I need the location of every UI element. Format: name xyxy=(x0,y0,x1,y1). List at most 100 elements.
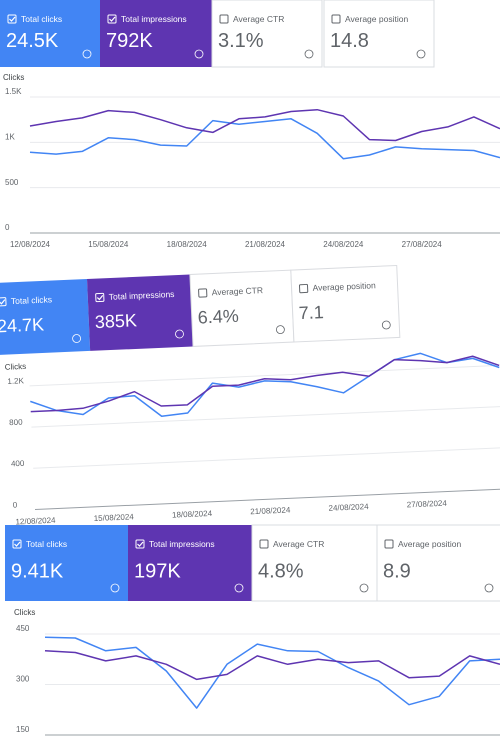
grid-line xyxy=(31,406,500,428)
x-tick-label: 24/08/2024 xyxy=(328,502,369,513)
checkbox xyxy=(0,297,7,307)
metric-card[interactable]: Average CTR 6.4% xyxy=(189,269,295,347)
metric-card[interactable]: Average CTR 4.8% xyxy=(251,524,378,602)
y-tick-label: 450 xyxy=(16,624,30,633)
help-icon xyxy=(82,49,92,59)
card-value: 9.41K xyxy=(11,560,64,582)
checkmark xyxy=(0,299,6,305)
help-icon xyxy=(194,49,204,59)
panel: Total clicks 9.41K Total impressions 197K Av… xyxy=(5,524,500,736)
checkmark xyxy=(96,294,104,301)
card-label: Total clicks xyxy=(21,14,62,24)
metric-card[interactable]: Average position 8.9 xyxy=(376,524,500,602)
checkbox xyxy=(95,292,105,303)
card-value: 792K xyxy=(106,30,153,52)
help-icon xyxy=(72,334,81,343)
card-value: 3.1% xyxy=(218,30,264,52)
help-icon xyxy=(304,49,314,59)
card-value: 6.4% xyxy=(197,306,239,328)
card-label: Average CTR xyxy=(211,285,263,297)
series-line xyxy=(44,636,500,709)
series-line xyxy=(29,108,500,142)
y-tick-label: 400 xyxy=(11,459,25,469)
series-line xyxy=(44,650,500,681)
y-axis-label: Clicks xyxy=(5,362,27,372)
checkbox xyxy=(219,14,229,24)
y-tick-label: 300 xyxy=(16,675,30,684)
checkbox xyxy=(298,283,309,294)
y-axis-label: Clicks xyxy=(14,608,35,617)
card-background xyxy=(323,0,435,68)
grid-line xyxy=(34,488,500,510)
card-label: Total impressions xyxy=(109,289,175,302)
checkmark xyxy=(109,16,116,22)
x-tick-label: 24/08/2024 xyxy=(323,240,364,249)
help-icon xyxy=(175,329,184,339)
x-tick-label: 12/08/2024 xyxy=(10,240,51,249)
help-icon xyxy=(359,583,369,593)
card-background xyxy=(100,0,212,67)
panel: Total clicks 24.7K Total impressions 385K Av… xyxy=(0,264,500,527)
y-tick-label: 1.2K xyxy=(7,376,24,386)
card-background xyxy=(290,264,401,343)
metric-card[interactable]: Average CTR 3.1% xyxy=(211,0,323,68)
checkbox xyxy=(7,14,17,24)
checkbox xyxy=(331,14,341,24)
x-tick-label: 27/08/2024 xyxy=(402,240,443,249)
metric-card[interactable]: Average position 7.1 xyxy=(290,264,401,343)
y-tick-label: 500 xyxy=(5,178,19,187)
series-line xyxy=(30,352,500,418)
help-icon xyxy=(234,583,244,593)
x-tick-label: 15/08/2024 xyxy=(88,240,129,249)
card-value: 8.9 xyxy=(383,560,411,582)
y-tick-label: 1.5K xyxy=(5,87,22,96)
help-icon xyxy=(381,320,391,330)
y-axis-label: Clicks xyxy=(3,73,24,82)
panel: Total clicks 24.5K Total impressions 792K Av… xyxy=(0,0,500,249)
x-tick-label: 27/08/2024 xyxy=(407,499,448,510)
metric-card[interactable]: Total clicks 9.41K xyxy=(5,525,128,601)
metric-card[interactable]: Total impressions 197K xyxy=(128,525,252,601)
y-tick-label: 0 xyxy=(13,500,18,509)
checkbox xyxy=(198,288,208,298)
series-line xyxy=(29,118,500,160)
card-label: Total impressions xyxy=(121,14,187,24)
help-icon xyxy=(484,583,494,593)
metric-card[interactable]: Total clicks 24.7K xyxy=(0,279,91,356)
card-background xyxy=(87,274,194,351)
card-background xyxy=(128,525,252,601)
card-background xyxy=(0,279,91,356)
y-tick-label: 0 xyxy=(5,223,10,232)
help-icon xyxy=(110,583,120,593)
x-tick-label: 12/08/2024 xyxy=(15,516,56,527)
card-label: Total impressions xyxy=(149,539,215,549)
grid-line xyxy=(29,364,500,387)
metric-card[interactable]: Total impressions 792K xyxy=(100,0,212,67)
card-value: 14.8 xyxy=(330,30,369,52)
card-label: Average CTR xyxy=(233,14,284,24)
card-background xyxy=(211,0,323,68)
series-line xyxy=(30,355,500,413)
card-label: Total clicks xyxy=(26,539,67,549)
metric-card[interactable]: Average position 14.8 xyxy=(323,0,435,68)
y-tick-label: 1K xyxy=(5,132,15,141)
checkmark xyxy=(9,16,16,22)
card-label: Average position xyxy=(345,14,408,24)
x-tick-label: 21/08/2024 xyxy=(245,240,286,249)
checkbox xyxy=(135,539,145,549)
metric-card[interactable]: Total clicks 24.5K xyxy=(0,0,100,67)
card-label: Total clicks xyxy=(11,294,52,306)
card-background xyxy=(376,524,500,602)
checkbox xyxy=(107,14,117,24)
checkbox xyxy=(259,539,269,549)
checkbox xyxy=(384,539,394,549)
checkbox xyxy=(12,539,22,549)
card-label: Average position xyxy=(312,280,376,293)
x-tick-label: 15/08/2024 xyxy=(94,512,135,523)
x-tick-label: 18/08/2024 xyxy=(167,240,208,249)
x-tick-label: 18/08/2024 xyxy=(172,509,213,520)
checkmark xyxy=(137,541,144,547)
metric-card[interactable]: Total impressions 385K xyxy=(87,274,194,351)
card-value: 24.5K xyxy=(6,30,59,52)
card-value: 24.7K xyxy=(0,314,44,336)
